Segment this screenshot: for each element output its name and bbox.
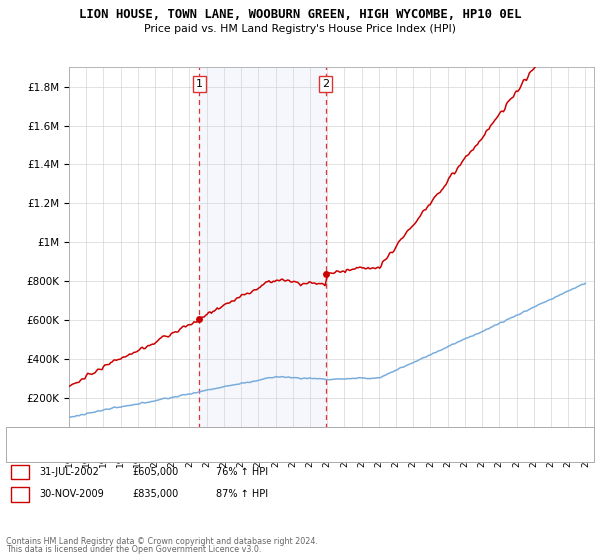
Bar <box>199 67 326 437</box>
Text: 2: 2 <box>322 79 329 89</box>
Text: 30-NOV-2009: 30-NOV-2009 <box>39 489 104 499</box>
Text: 1: 1 <box>16 466 23 477</box>
Text: HPI: Average price, detached house, Buckinghamshire: HPI: Average price, detached house, Buck… <box>51 449 286 458</box>
Text: 1: 1 <box>196 79 203 89</box>
Text: £605,000: £605,000 <box>132 466 178 477</box>
Text: 2: 2 <box>16 489 23 499</box>
Text: 87% ↑ HPI: 87% ↑ HPI <box>216 489 268 499</box>
Text: ———: ——— <box>15 449 49 458</box>
Text: This data is licensed under the Open Government Licence v3.0.: This data is licensed under the Open Gov… <box>6 545 262 554</box>
Text: LION HOUSE, TOWN LANE, WOOBURN GREEN, HIGH WYCOMBE, HP10 0EL (detached hou: LION HOUSE, TOWN LANE, WOOBURN GREEN, HI… <box>51 432 436 441</box>
Text: Contains HM Land Registry data © Crown copyright and database right 2024.: Contains HM Land Registry data © Crown c… <box>6 537 318 546</box>
Text: LION HOUSE, TOWN LANE, WOOBURN GREEN, HIGH WYCOMBE, HP10 0EL: LION HOUSE, TOWN LANE, WOOBURN GREEN, HI… <box>79 8 521 21</box>
Text: 76% ↑ HPI: 76% ↑ HPI <box>216 466 268 477</box>
Text: 31-JUL-2002: 31-JUL-2002 <box>39 466 99 477</box>
Text: ———: ——— <box>15 432 49 442</box>
Text: £835,000: £835,000 <box>132 489 178 499</box>
Text: Price paid vs. HM Land Registry's House Price Index (HPI): Price paid vs. HM Land Registry's House … <box>144 24 456 34</box>
